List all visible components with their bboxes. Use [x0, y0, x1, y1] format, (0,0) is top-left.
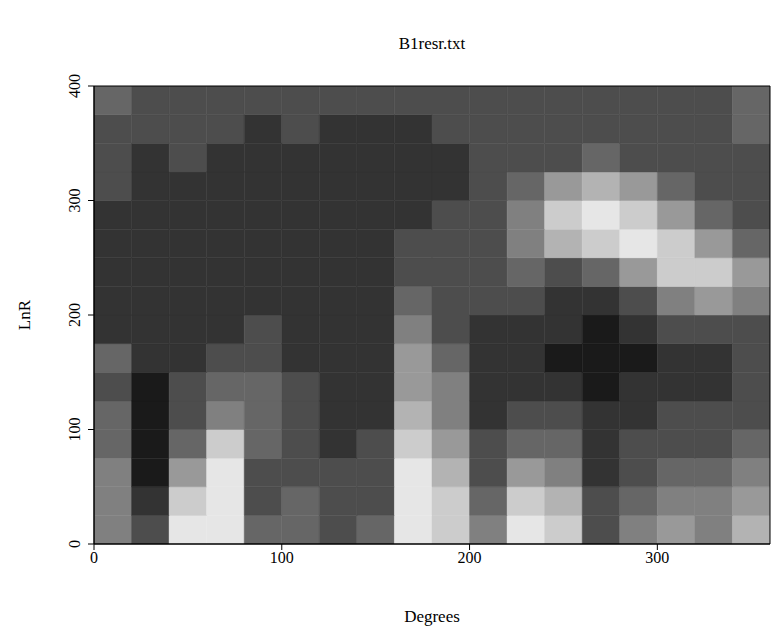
svg-text:100: 100 — [270, 549, 294, 566]
svg-text:200: 200 — [66, 303, 83, 327]
svg-text:100: 100 — [66, 418, 83, 442]
svg-text:0: 0 — [90, 549, 98, 566]
svg-text:300: 300 — [66, 189, 83, 213]
svg-text:400: 400 — [66, 74, 83, 98]
svg-text:0: 0 — [66, 540, 83, 548]
svg-text:Degrees: Degrees — [404, 607, 460, 626]
svg-text:200: 200 — [458, 549, 482, 566]
svg-text:300: 300 — [645, 549, 669, 566]
html-text:B1resr.txt: B1resr.txt — [398, 34, 466, 53]
svg-text:LnR: LnR — [15, 299, 34, 330]
